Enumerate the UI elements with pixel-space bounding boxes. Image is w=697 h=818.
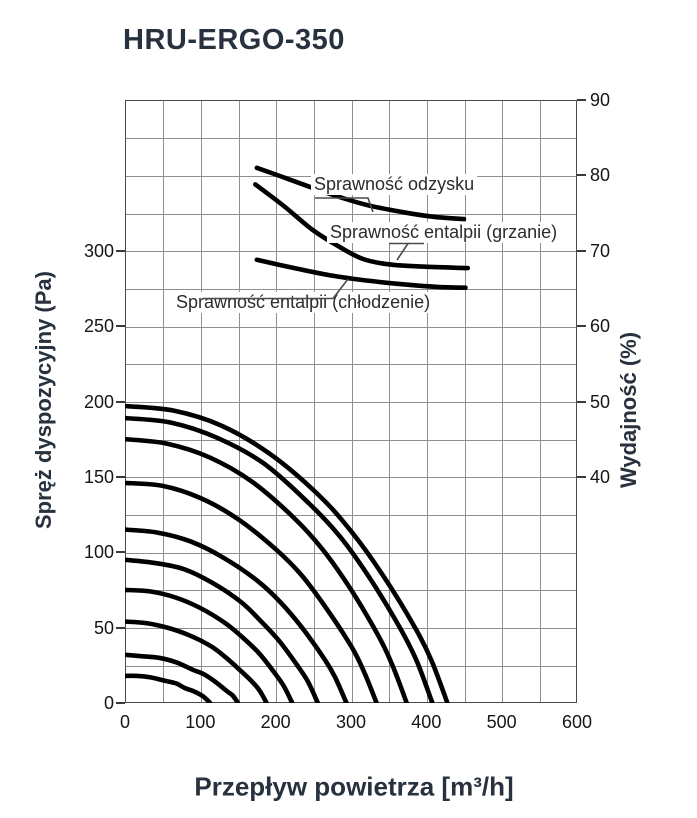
gridline-horizontal — [126, 326, 576, 328]
fan-curve-0 — [125, 403, 450, 703]
page-title: HRU-ERGO-350 — [123, 24, 345, 56]
x-tick-label: 0 — [119, 712, 130, 732]
fan-curve-4 — [125, 527, 349, 703]
gridline-vertical — [163, 101, 165, 702]
efficiency-curve-1 — [253, 182, 471, 271]
x-tick-label: 200 — [260, 712, 291, 732]
x-tick-label: 100 — [185, 712, 216, 732]
x-tick-label: 300 — [335, 712, 367, 732]
gridline-vertical — [464, 101, 466, 702]
y-left-tick — [116, 626, 125, 629]
y-left-tick-label: 300 — [83, 240, 114, 261]
y-left-tick-label: 250 — [83, 316, 114, 337]
gridline-horizontal — [126, 665, 576, 667]
fan-curve-9 — [125, 673, 213, 703]
y-left-tick-label: 0 — [103, 693, 114, 713]
y-right-tick-label: 80 — [590, 165, 611, 186]
y-right-tick — [577, 174, 586, 177]
fan-curve-1 — [125, 415, 435, 703]
y-left-tick — [116, 475, 125, 478]
gridline-vertical — [502, 101, 504, 702]
gridline-horizontal — [126, 628, 576, 630]
y-right-tick — [577, 400, 586, 403]
gridline-vertical — [389, 101, 391, 702]
y-right-tick-label: 40 — [590, 466, 611, 487]
y-right-tick-label: 90 — [590, 90, 611, 110]
y-left-tick-label: 50 — [93, 617, 114, 638]
label-sprawnosc-odzysku: Sprawność odzysku — [311, 174, 478, 195]
y-right-tick-label: 50 — [590, 391, 611, 412]
gridline-vertical — [238, 101, 240, 702]
y-left-tick — [116, 249, 125, 252]
gridline-horizontal — [126, 288, 576, 290]
fan-curve-7 — [125, 619, 269, 703]
gridline-vertical — [200, 101, 202, 702]
gridline-vertical — [313, 101, 315, 702]
gridline-horizontal — [126, 477, 576, 479]
label-sprawnosc-entalpii-chlodzenie: Sprawność entalpii (chłodzenie) — [173, 292, 434, 313]
y-left-tick — [116, 702, 125, 704]
y-left-tick-label: 100 — [83, 542, 114, 563]
label-sprawnosc-entalpii-grzanie: Sprawność entalpii (grzanie) — [327, 222, 561, 243]
fan-curve-3 — [125, 480, 379, 703]
y-right-axis-title: Wydajność (%) — [616, 331, 641, 489]
fan-curve-5 — [125, 557, 321, 703]
y-right-tick — [577, 475, 586, 478]
gridline-horizontal — [126, 402, 576, 403]
y-left-tick — [116, 325, 125, 328]
gridline-vertical — [539, 101, 541, 702]
y-right-tick — [577, 249, 586, 252]
y-right-tick — [577, 99, 586, 101]
x-tick-label: 400 — [411, 712, 442, 732]
fan-curve-6 — [125, 587, 295, 703]
y-left-tick — [116, 400, 125, 403]
y-left-axis-title: Spręż dyspozycyjny (Pa) — [31, 271, 56, 529]
gridline-vertical — [351, 101, 353, 702]
y-left-tick — [116, 551, 125, 554]
y-right-tick-label: 60 — [590, 316, 611, 337]
y-left-tick-label: 200 — [83, 391, 114, 412]
y-right-tick — [577, 325, 586, 328]
fan-curve-8 — [125, 652, 241, 703]
x-axis-title: Przepływ powietrza [m³/h] — [194, 771, 514, 802]
y-left-tick-label: 150 — [83, 466, 114, 487]
gridline-horizontal — [126, 213, 576, 215]
gridline-vertical — [276, 101, 278, 702]
efficiency-curve-2 — [254, 257, 468, 290]
gridline-horizontal — [126, 439, 576, 441]
gridline-horizontal — [126, 364, 576, 366]
x-tick-label: 500 — [486, 712, 517, 732]
x-tick-label: 600 — [561, 712, 593, 732]
fan-curve-2 — [125, 436, 409, 703]
gridline-horizontal — [126, 515, 576, 517]
y-right-tick-label: 70 — [590, 240, 611, 261]
gridline-vertical — [426, 101, 428, 702]
gridline-horizontal — [126, 138, 576, 140]
